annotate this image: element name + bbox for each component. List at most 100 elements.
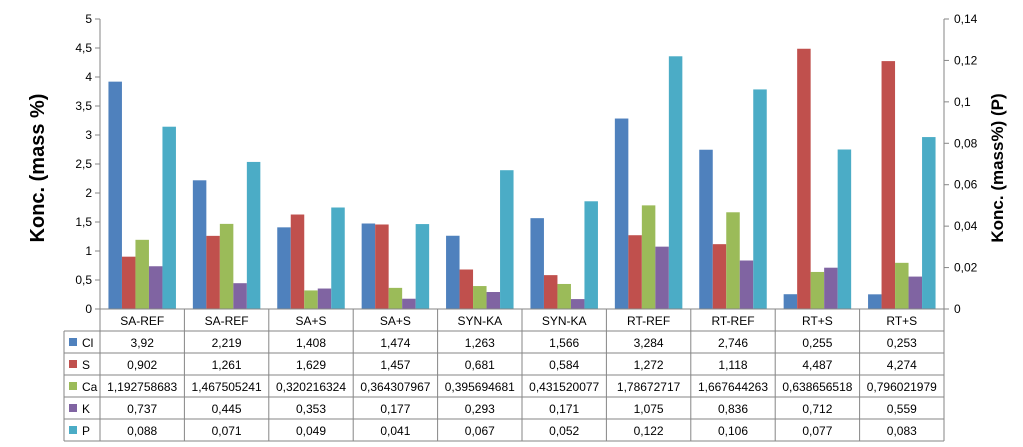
bar-s — [628, 235, 642, 309]
data-label: 0,395694681 — [445, 380, 515, 394]
data-label: 0,049 — [296, 424, 326, 438]
legend-label: S — [82, 358, 90, 372]
bar-s — [290, 214, 305, 309]
x-tick-label: SA-REF — [120, 314, 164, 328]
data-label: 0,712 — [802, 402, 832, 416]
bar-k — [570, 299, 585, 309]
y-tick-label: 2 — [85, 186, 92, 200]
data-label: 1,467505241 — [192, 380, 262, 394]
bar-k — [739, 260, 754, 309]
legend-label: P — [82, 424, 90, 438]
y-tick-label: 1 — [85, 244, 92, 258]
data-label: 1,118 — [718, 358, 747, 372]
data-label: 1,075 — [634, 402, 664, 416]
data-table: SA-REF SA-REF SA+S SA+S SYN-KA SYN-KA RT-REF RT… — [63, 308, 945, 442]
bar-k — [148, 266, 163, 309]
data-label: 1,272 — [634, 358, 664, 372]
bar-s — [375, 224, 389, 309]
y-tick-label: 3 — [85, 128, 92, 142]
data-label: 0,293 — [465, 402, 495, 416]
data-label: 0,902 — [127, 358, 157, 372]
data-label: 0,681 — [465, 358, 495, 372]
bar-ca — [388, 287, 403, 309]
bar-cl — [192, 180, 207, 309]
legend-swatch — [69, 360, 77, 368]
y-axis-label: Konc. (mass %) — [27, 94, 49, 243]
x-tick-label: RT-REF — [711, 314, 754, 328]
bar-p — [500, 170, 514, 309]
x-tick-label: SYN-KA — [457, 314, 502, 328]
data-label: 0,052 — [549, 424, 579, 438]
legend-swatch — [69, 382, 77, 390]
data-label: 3,92 — [131, 336, 155, 350]
bar-ca — [557, 283, 571, 309]
bar-k — [317, 288, 332, 309]
bar-k — [402, 298, 416, 309]
y-tick-label: 4,5 — [75, 41, 92, 55]
legend-label: Ca — [82, 380, 98, 394]
bar-cl — [108, 81, 122, 309]
data-label: 0,559 — [887, 402, 917, 416]
legend-swatch — [69, 338, 77, 346]
x-tick-label: RT+S — [802, 314, 833, 328]
y2-tick-label: 0 — [954, 302, 961, 316]
bar-k — [908, 276, 923, 309]
data-label: 0,364307967 — [360, 380, 430, 394]
data-label: 0,177 — [380, 402, 410, 416]
bar-k — [233, 283, 247, 309]
data-label: 0,445 — [212, 402, 242, 416]
bar-ca — [135, 239, 149, 309]
y-tick-label: 0 — [85, 302, 92, 316]
data-label: 0,067 — [465, 424, 495, 438]
axes: 0 0,5 1 1,5 2 2,5 3 3,5 4 4,5 5 0 0,02 0,04 0,06 0,08 0,… — [75, 12, 977, 316]
bar-cl — [783, 294, 798, 309]
y2-tick-label: 0,06 — [954, 178, 978, 192]
bar-k — [824, 267, 838, 309]
y2-tick-label: 0,04 — [954, 219, 978, 233]
data-label: 0,320216324 — [276, 380, 346, 394]
bar-ca — [726, 212, 740, 309]
data-label: 0,836 — [718, 402, 748, 416]
bar-s — [881, 61, 896, 309]
bar-cl — [277, 227, 291, 309]
y-tick-label: 2,5 — [75, 157, 92, 171]
x-tick-label: SA-REF — [205, 314, 249, 328]
y2-tick-label: 0,02 — [954, 261, 978, 275]
data-label: 1,261 — [212, 358, 242, 372]
data-label: 0,638656518 — [782, 380, 852, 394]
data-label: 1,263 — [465, 336, 495, 350]
data-label: 1,408 — [296, 336, 326, 350]
bar-s — [206, 235, 220, 309]
bar-p — [922, 137, 936, 309]
data-label: 0,796021979 — [867, 380, 937, 394]
x-tick-label: RT+S — [886, 314, 917, 328]
bar-s — [712, 244, 727, 309]
x-tick-label: SA+S — [380, 314, 411, 328]
bar-p — [837, 149, 852, 309]
bar-cl — [614, 118, 629, 309]
data-label: 4,487 — [802, 358, 832, 372]
data-label: 0,171 — [549, 402, 579, 416]
legend-label: Cl — [82, 336, 93, 350]
bar-ca — [304, 290, 318, 309]
legend-swatch — [69, 404, 77, 412]
bar-ca — [810, 271, 825, 309]
y2-tick-label: 0,14 — [954, 12, 978, 26]
data-label: 0,431520077 — [529, 380, 599, 394]
data-label: 2,746 — [718, 336, 748, 350]
bar-s — [121, 256, 136, 309]
data-label: 0,737 — [127, 402, 157, 416]
data-label: 1,78672717 — [617, 380, 681, 394]
bar-s — [543, 275, 558, 309]
data-label: 0,353 — [296, 402, 326, 416]
data-label: 1,566 — [549, 336, 579, 350]
bar-k — [655, 246, 669, 309]
data-label: 0,083 — [887, 424, 917, 438]
data-label: 0,584 — [549, 358, 579, 372]
data-label: 0,077 — [802, 424, 832, 438]
data-label: 1,629 — [296, 358, 326, 372]
bar-p — [415, 224, 430, 309]
legend-label: K — [82, 402, 90, 416]
bar-ca — [895, 262, 909, 309]
